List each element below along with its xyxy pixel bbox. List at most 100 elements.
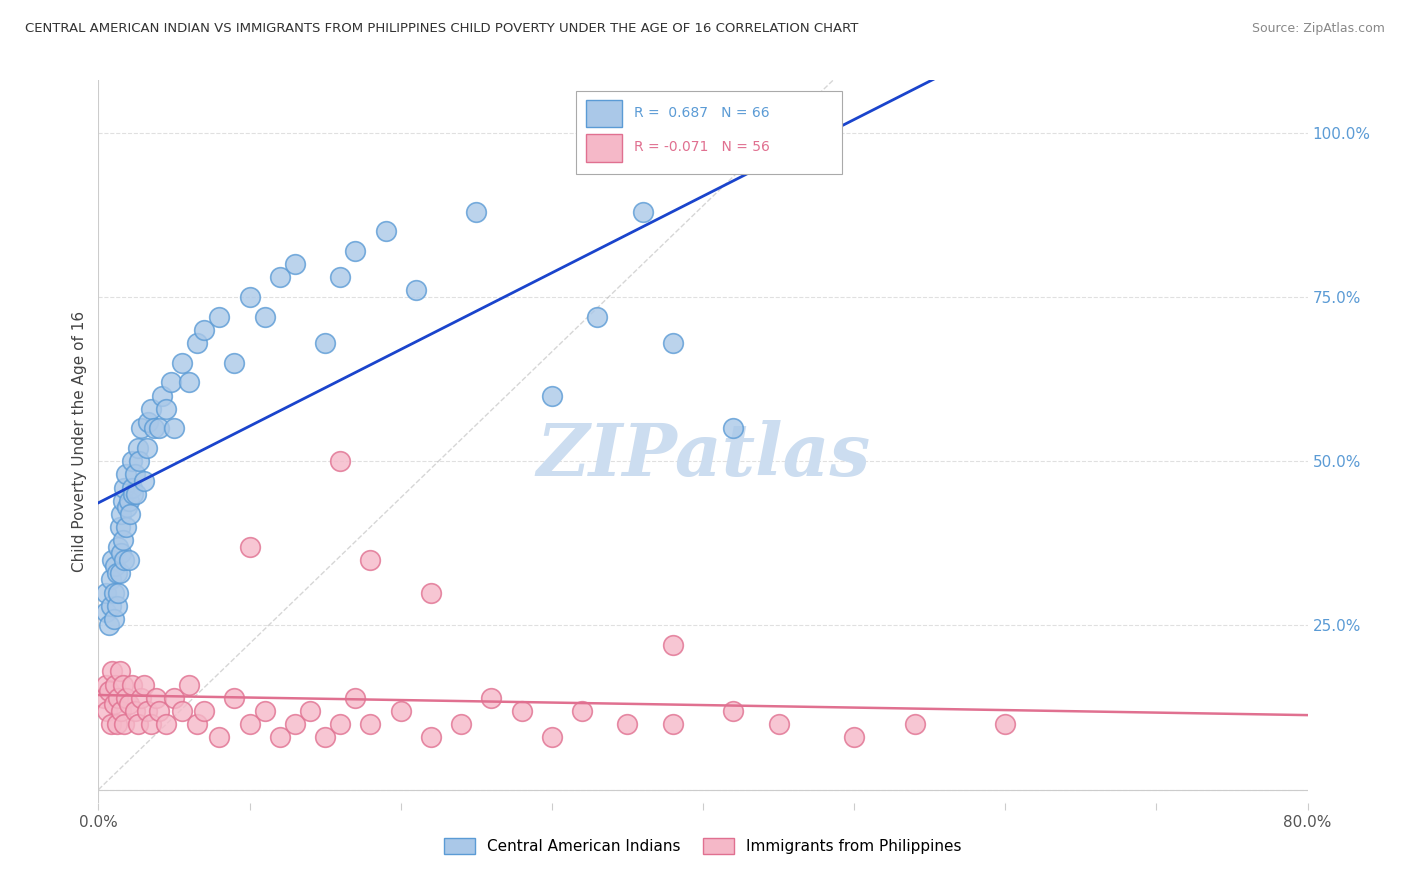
Point: [170, 704, 193, 718]
Point: [110, 704, 132, 718]
Point: [93, 690, 115, 705]
Point: [510, 704, 533, 718]
Point: [150, 388, 173, 402]
Point: [94, 585, 117, 599]
Point: [465, 204, 488, 219]
Point: [344, 244, 367, 258]
Point: [105, 566, 128, 580]
Point: [112, 553, 135, 567]
Bar: [586, 135, 621, 162]
Point: [132, 677, 155, 691]
Point: [329, 270, 352, 285]
Point: [101, 665, 124, 679]
Point: [193, 323, 215, 337]
Point: [163, 421, 186, 435]
Point: [127, 717, 149, 731]
Point: [661, 717, 683, 731]
Point: [115, 500, 138, 515]
Point: [186, 336, 208, 351]
Point: [127, 441, 149, 455]
Point: [661, 336, 683, 351]
Point: [208, 730, 231, 744]
Text: Source: ZipAtlas.com: Source: ZipAtlas.com: [1251, 22, 1385, 36]
Point: [314, 730, 336, 744]
Point: [179, 376, 201, 390]
Point: [122, 487, 145, 501]
Point: [107, 690, 129, 705]
Point: [105, 599, 128, 613]
Point: [904, 717, 927, 731]
Point: [143, 421, 166, 435]
Point: [107, 540, 129, 554]
Point: [844, 730, 866, 744]
Point: [100, 717, 122, 731]
Point: [121, 677, 143, 691]
Point: [121, 481, 143, 495]
Point: [98, 684, 121, 698]
Point: [111, 493, 134, 508]
Text: ZIPatlas: ZIPatlas: [536, 420, 870, 491]
Point: [111, 533, 134, 547]
Point: [160, 376, 183, 390]
Point: [405, 284, 427, 298]
Point: [374, 224, 396, 238]
Point: [110, 546, 132, 560]
Point: [118, 493, 141, 508]
Point: [186, 717, 208, 731]
Point: [110, 507, 132, 521]
Point: [103, 698, 125, 712]
Point: [129, 421, 152, 435]
Bar: [586, 100, 621, 128]
Point: [768, 717, 790, 731]
Point: [118, 553, 141, 567]
Point: [114, 690, 136, 705]
FancyBboxPatch shape: [576, 91, 842, 174]
Point: [121, 454, 143, 468]
Point: [661, 638, 683, 652]
Point: [112, 481, 135, 495]
Point: [344, 690, 367, 705]
Point: [253, 704, 276, 718]
Point: [112, 717, 135, 731]
Point: [284, 257, 307, 271]
Point: [103, 612, 125, 626]
Point: [284, 717, 307, 731]
Point: [540, 730, 562, 744]
Point: [208, 310, 231, 324]
Point: [94, 605, 117, 619]
Point: [179, 677, 201, 691]
Point: [114, 467, 136, 482]
Point: [124, 704, 146, 718]
Point: [314, 336, 336, 351]
Point: [299, 704, 322, 718]
Point: [100, 573, 122, 587]
Point: [269, 270, 291, 285]
Point: [155, 717, 177, 731]
Point: [98, 618, 121, 632]
Point: [125, 487, 148, 501]
Point: [360, 717, 382, 731]
Point: [103, 585, 125, 599]
Point: [269, 730, 291, 744]
Point: [723, 421, 745, 435]
Point: [571, 704, 593, 718]
Point: [118, 698, 141, 712]
Point: [148, 704, 170, 718]
Point: [389, 704, 412, 718]
Point: [360, 553, 382, 567]
Point: [224, 356, 246, 370]
Point: [631, 204, 654, 219]
Point: [104, 559, 127, 574]
Point: [239, 290, 262, 304]
Point: [101, 553, 124, 567]
Point: [94, 677, 117, 691]
Point: [239, 717, 262, 731]
Legend: Central American Indians, Immigrants from Philippines: Central American Indians, Immigrants fro…: [439, 832, 967, 860]
Point: [135, 441, 157, 455]
Text: R =  0.687   N = 66: R = 0.687 N = 66: [634, 106, 769, 120]
Point: [193, 704, 215, 718]
Point: [141, 401, 163, 416]
Point: [135, 704, 157, 718]
Point: [108, 665, 131, 679]
Point: [132, 474, 155, 488]
